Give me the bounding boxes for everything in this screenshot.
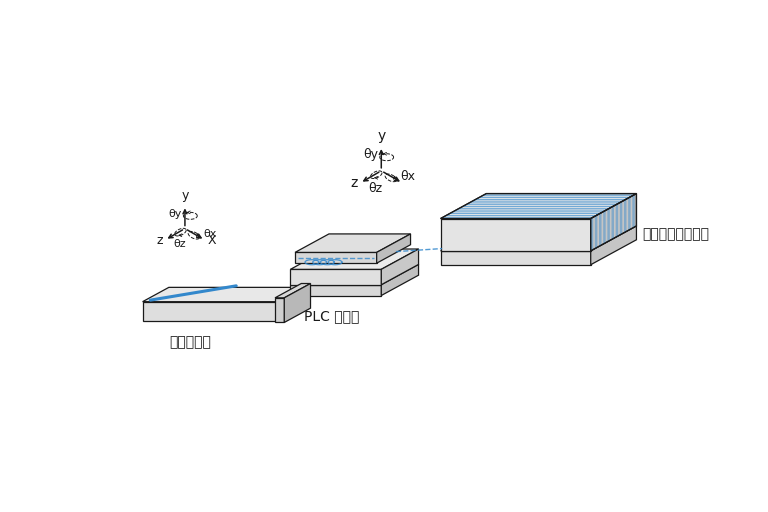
Polygon shape: [275, 284, 310, 298]
Polygon shape: [290, 269, 381, 285]
Polygon shape: [290, 285, 381, 295]
Polygon shape: [591, 226, 637, 265]
Polygon shape: [441, 251, 591, 265]
Polygon shape: [143, 287, 303, 302]
Polygon shape: [603, 210, 606, 244]
Polygon shape: [628, 197, 631, 230]
Polygon shape: [632, 195, 635, 228]
Polygon shape: [295, 252, 376, 263]
Polygon shape: [591, 194, 637, 251]
Text: θz: θz: [174, 239, 186, 249]
Polygon shape: [290, 264, 419, 285]
Polygon shape: [376, 234, 411, 263]
Polygon shape: [295, 234, 411, 252]
Text: X: X: [207, 233, 216, 247]
Polygon shape: [457, 208, 610, 209]
Text: θx: θx: [204, 229, 217, 239]
Polygon shape: [290, 249, 419, 269]
Polygon shape: [453, 210, 606, 212]
Polygon shape: [607, 208, 610, 242]
Polygon shape: [381, 249, 419, 285]
Polygon shape: [275, 298, 284, 323]
Polygon shape: [441, 226, 637, 251]
Polygon shape: [381, 264, 419, 295]
Text: z: z: [156, 233, 163, 247]
Text: θx: θx: [400, 170, 415, 183]
Text: θy: θy: [363, 148, 378, 161]
Polygon shape: [616, 204, 618, 237]
Polygon shape: [482, 195, 635, 196]
Polygon shape: [599, 212, 601, 246]
Polygon shape: [462, 206, 614, 207]
Polygon shape: [441, 194, 637, 219]
Polygon shape: [620, 201, 622, 235]
Text: PLC チップ: PLC チップ: [303, 309, 359, 324]
Polygon shape: [474, 199, 627, 200]
Polygon shape: [611, 206, 614, 240]
Polygon shape: [277, 287, 303, 321]
Polygon shape: [449, 212, 601, 214]
Text: 光ファイバアレイ: 光ファイバアレイ: [643, 228, 710, 242]
Polygon shape: [284, 284, 310, 323]
Polygon shape: [445, 215, 598, 216]
Polygon shape: [470, 201, 622, 203]
Text: y: y: [181, 189, 189, 202]
Polygon shape: [143, 302, 277, 321]
Polygon shape: [465, 204, 618, 205]
Polygon shape: [591, 217, 593, 251]
Polygon shape: [441, 219, 591, 251]
Text: y: y: [377, 129, 386, 143]
Polygon shape: [595, 215, 598, 249]
Text: 光ファイバ: 光ファイバ: [169, 335, 210, 349]
Polygon shape: [441, 217, 593, 219]
Text: θz: θz: [369, 182, 382, 195]
Text: θy: θy: [168, 208, 182, 219]
Polygon shape: [624, 199, 627, 233]
Text: z: z: [350, 176, 358, 190]
Polygon shape: [478, 197, 631, 198]
